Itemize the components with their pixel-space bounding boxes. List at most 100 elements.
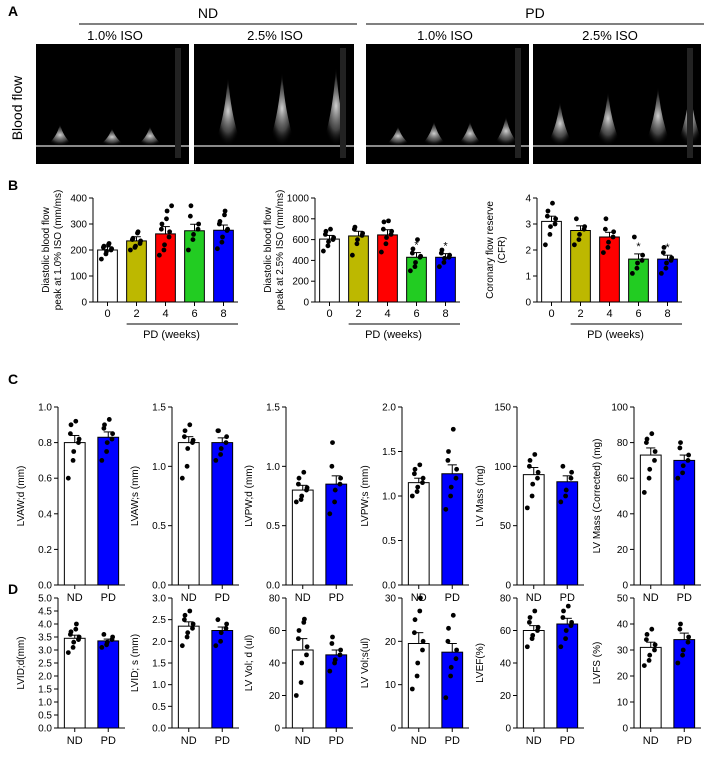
y-axis-label: (CFR) bbox=[497, 236, 508, 263]
x-tick-label: ND bbox=[181, 735, 197, 747]
data-point bbox=[164, 208, 170, 214]
y-axis-label: LVPW;d (mm) bbox=[244, 465, 255, 527]
x-tick-label: ND bbox=[526, 592, 542, 604]
doppler-peak bbox=[644, 86, 672, 146]
data-point bbox=[338, 647, 344, 653]
data-point bbox=[535, 469, 541, 475]
data-point bbox=[420, 638, 426, 644]
data-point bbox=[647, 652, 653, 658]
data-point bbox=[647, 466, 653, 472]
data-point bbox=[582, 224, 588, 230]
doppler-peak bbox=[456, 121, 484, 146]
data-point bbox=[646, 475, 652, 481]
data-point bbox=[605, 245, 611, 250]
doppler-peak bbox=[268, 71, 296, 146]
data-point bbox=[532, 608, 538, 614]
data-point bbox=[418, 595, 423, 601]
data-point bbox=[649, 431, 655, 437]
panel-label-c: C bbox=[8, 371, 18, 387]
data-point bbox=[67, 431, 73, 437]
data-point bbox=[606, 239, 611, 245]
data-point bbox=[101, 243, 107, 249]
y-tick-label: 3.5 bbox=[38, 633, 52, 644]
x-tick-label: 4 bbox=[384, 308, 390, 320]
data-point bbox=[106, 417, 112, 422]
data-point bbox=[181, 434, 187, 440]
bar-chart-c2: 0.0 0.5 1.0 1.5 LVAW;s (mm) ND PD bbox=[130, 403, 239, 604]
data-point bbox=[677, 626, 683, 632]
y-tick-label: 2.0 bbox=[382, 403, 396, 414]
data-point bbox=[102, 422, 107, 428]
data-point bbox=[563, 493, 568, 499]
y-tick-label: 400 bbox=[292, 256, 309, 267]
data-point bbox=[328, 226, 333, 232]
data-point bbox=[354, 241, 360, 247]
data-point bbox=[675, 660, 681, 666]
y-tick-label: 2.5 bbox=[152, 615, 166, 626]
y-axis-label: LV Mass (Corrected) (mg) bbox=[592, 439, 603, 554]
data-point bbox=[109, 436, 115, 442]
data-point bbox=[454, 466, 460, 472]
data-point bbox=[110, 431, 116, 437]
y-tick-label: 0.4 bbox=[38, 509, 52, 520]
bar bbox=[407, 643, 430, 729]
data-point bbox=[545, 208, 551, 214]
data-point bbox=[101, 632, 107, 637]
data-point bbox=[568, 475, 574, 481]
panel-label-a: A bbox=[8, 3, 18, 19]
data-point bbox=[640, 252, 646, 258]
data-point bbox=[530, 481, 536, 487]
data-point bbox=[446, 625, 451, 631]
data-point bbox=[169, 203, 175, 209]
data-point bbox=[644, 436, 650, 442]
data-point bbox=[450, 612, 456, 618]
data-point bbox=[680, 463, 686, 469]
data-point bbox=[409, 250, 415, 256]
x-tick-label: PD bbox=[445, 592, 460, 604]
x-tick-label: PD bbox=[101, 735, 116, 747]
data-point bbox=[548, 224, 553, 230]
data-point bbox=[106, 241, 112, 246]
y-tick-label: 60 bbox=[269, 626, 281, 637]
y-axis-label: LVID;d(mm) bbox=[16, 636, 27, 689]
data-point bbox=[187, 213, 193, 219]
data-point bbox=[378, 249, 384, 255]
data-point bbox=[412, 617, 418, 623]
data-point bbox=[179, 475, 185, 481]
bar bbox=[177, 442, 200, 586]
data-point bbox=[442, 255, 447, 261]
data-point bbox=[293, 693, 299, 698]
y-tick-label: 0 bbox=[525, 298, 531, 309]
data-point bbox=[71, 449, 77, 454]
data-point bbox=[355, 237, 360, 243]
x-tick-label: ND bbox=[67, 735, 83, 747]
data-point bbox=[415, 237, 420, 243]
doppler-image bbox=[36, 44, 189, 164]
data-point bbox=[185, 446, 191, 451]
bar-chart-d1: 0.0 0.5 1.0 1.5 2.0 2.5 3.0 3.5 4.0 4.5 5.0 LVID;d(… bbox=[16, 594, 125, 747]
y-axis-label: LVAW;s (mm) bbox=[130, 466, 141, 526]
y-tick-label: 0.5 bbox=[152, 521, 166, 532]
y-tick-label: 400 bbox=[70, 194, 87, 205]
bar-chart-d3: 0 20 40 60 80 LV Vol; d (ul) ND PD bbox=[244, 594, 353, 747]
y-tick-label: 50 bbox=[617, 594, 629, 605]
data-point bbox=[130, 235, 136, 241]
y-tick-label: 10 bbox=[617, 698, 629, 709]
y-tick-label: 0.2 bbox=[38, 545, 52, 556]
doppler-peak bbox=[546, 101, 574, 146]
doppler-scale-bar bbox=[175, 48, 181, 158]
data-point bbox=[643, 637, 649, 642]
y-tick-label: 10 bbox=[385, 680, 397, 691]
data-point bbox=[182, 612, 188, 618]
bar-chart-c1: 0.0 0.2 0.4 0.6 0.8 1.0 LVAW;d (mm) ND PD bbox=[16, 403, 125, 604]
data-point bbox=[164, 216, 169, 222]
y-tick-label: 20 bbox=[500, 691, 512, 702]
data-point bbox=[70, 645, 76, 650]
y-tick-label: 0.0 bbox=[382, 581, 396, 592]
data-point bbox=[184, 634, 190, 640]
data-point bbox=[295, 636, 301, 642]
data-point bbox=[104, 639, 110, 645]
data-point bbox=[563, 487, 569, 493]
y-tick-label: 100 bbox=[494, 462, 511, 473]
